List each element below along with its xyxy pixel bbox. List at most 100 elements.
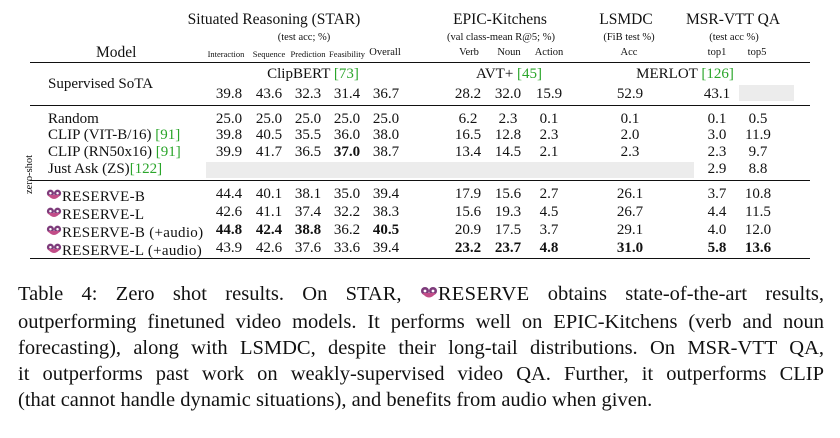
reserve-value-cell: 3.7 — [539, 222, 559, 238]
reserve-value-cell: 15.6 — [454, 204, 482, 220]
metric-lsmdc: (FiB test %) — [603, 32, 655, 43]
reserve-value-cell: 38.3 — [372, 204, 400, 220]
bottom-rule — [30, 258, 810, 259]
reserve-value-cell: 43.9 — [215, 240, 243, 256]
reserve-model-name: RESERVE-B — [46, 187, 145, 207]
baseline-value-cell: 25.0 — [215, 111, 243, 127]
sota-epic-source: AVT+ [45] — [475, 66, 543, 82]
model-header: Model — [96, 44, 137, 61]
reserve-value-cell: 4.0 — [707, 222, 727, 238]
reserve-logo-icon — [46, 205, 62, 225]
baseline-value-cell: 39.9 — [215, 144, 243, 160]
reserve-value-cell: 19.3 — [494, 204, 522, 220]
baseline-value-cell: 38.7 — [372, 144, 400, 160]
sota-top5-empty-cell — [739, 85, 794, 101]
caption-line-5: (that cannot handle dynamic situations),… — [18, 389, 653, 411]
reserve-value-cell: 23.7 — [494, 240, 522, 256]
baseline-value-cell: 16.5 — [454, 127, 482, 143]
reserve-value-cell: 4.4 — [707, 204, 727, 220]
reserve-value-cell: 39.4 — [372, 186, 400, 202]
baseline-value-cell: 40.5 — [255, 127, 283, 143]
baseline-value-cell: 25.0 — [255, 111, 283, 127]
baseline-name: CLIP (RN50x16) [91] — [48, 144, 181, 160]
reserve-value-cell: 42.6 — [255, 240, 283, 256]
baseline-value-cell: 41.7 — [255, 144, 283, 160]
col-action: Action — [534, 47, 564, 58]
reserve-value-cell: 29.1 — [616, 222, 644, 238]
reserve-value-cell: 40.5 — [372, 222, 400, 238]
sota-value-cell: 15.9 — [535, 86, 563, 102]
zero-shot-label: zero-shot — [24, 154, 35, 194]
baseline-value-cell: 0.1 — [707, 111, 727, 127]
col-top1: top1 — [707, 47, 727, 58]
just-ask-empty-cells — [206, 162, 694, 178]
metric-star: (test acc; %) — [277, 32, 331, 43]
reserve-value-cell: 38.1 — [294, 186, 322, 202]
reserve-value-cell: 33.6 — [333, 240, 361, 256]
reserve-value-cell: 23.2 — [454, 240, 482, 256]
baseline-value-cell: 39.8 — [215, 127, 243, 143]
reserve-value-cell: 38.8 — [294, 222, 322, 238]
baseline-value-cell: 25.0 — [333, 111, 361, 127]
baseline-value-cell: 8.8 — [748, 161, 768, 177]
reserve-value-cell: 37.6 — [294, 240, 322, 256]
sota-rule — [30, 105, 810, 106]
baseline-value-cell: 0.1 — [539, 111, 559, 127]
reserve-value-cell: 10.8 — [744, 186, 772, 202]
caption-line-1: Table 4: Zero shot results. On STAR, RES… — [18, 281, 824, 309]
header-msrvtt: MSR-VTT QA — [685, 11, 781, 28]
header-rule — [30, 62, 810, 63]
baseline-value-cell: 35.5 — [294, 127, 322, 143]
sota-star-source: ClipBERT [73] — [267, 66, 359, 82]
baseline-value-cell: 14.5 — [494, 144, 522, 160]
col-sequence: Sequence — [252, 49, 286, 59]
reserve-value-cell: 4.5 — [539, 204, 559, 220]
header-star: Situated Reasoning (STAR) — [187, 11, 361, 28]
reserve-value-cell: 26.1 — [616, 186, 644, 202]
sota-value-cell: 36.7 — [372, 86, 400, 102]
col-overall: Overall — [369, 47, 401, 58]
baseline-value-cell: 2.0 — [620, 127, 640, 143]
reserve-value-cell: 41.1 — [255, 204, 283, 220]
sota-value-cell: 43.1 — [703, 86, 731, 102]
reserve-value-cell: 17.5 — [494, 222, 522, 238]
header-epic: EPIC-Kitchens — [453, 11, 547, 28]
baseline-value-cell: 9.7 — [748, 144, 768, 160]
sota-lsmdc-msr-source: MERLOT [126] — [636, 66, 734, 82]
sota-value-cell: 32.3 — [294, 86, 322, 102]
header-lsmdc: LSMDC — [599, 11, 653, 28]
baseline-value-cell: 2.3 — [539, 127, 559, 143]
reserve-value-cell: 42.4 — [255, 222, 283, 238]
reserve-value-cell: 35.0 — [333, 186, 361, 202]
reserve-value-cell: 36.2 — [333, 222, 361, 238]
baseline-name: Random — [48, 111, 99, 127]
col-acc: Acc — [620, 47, 638, 58]
baseline-value-cell: 25.0 — [372, 111, 400, 127]
reserve-value-cell: 20.9 — [454, 222, 482, 238]
baseline-value-cell: 12.8 — [494, 127, 522, 143]
baseline-value-cell: 36.5 — [294, 144, 322, 160]
col-feasibility: Feasibility — [329, 49, 365, 59]
reserve-value-cell: 4.8 — [539, 240, 559, 256]
sota-value-cell: 52.9 — [616, 86, 644, 102]
baseline-name: CLIP (VIT-B/16) [91] — [48, 127, 181, 143]
baseline-value-cell: 2.1 — [539, 144, 559, 160]
reserve-logo-icon — [46, 223, 62, 243]
caption-line-3: forecasting), along with LSMDC, despite … — [18, 337, 824, 359]
metric-epic: (val class-mean R@5; %) — [447, 32, 555, 43]
sota-value-cell: 32.0 — [494, 86, 522, 102]
reserve-model-name: RESERVE-L — [46, 205, 144, 225]
reserve-value-cell: 39.4 — [372, 240, 400, 256]
reserve-value-cell: 5.8 — [707, 240, 727, 256]
baseline-name: Just Ask (ZS)[122] — [48, 161, 163, 177]
baseline-value-cell: 3.0 — [707, 127, 727, 143]
table-caption: Table 4: Zero shot results. On STAR, RES… — [18, 281, 824, 413]
sota-value-cell: 28.2 — [454, 86, 482, 102]
baseline-value-cell: 36.0 — [333, 127, 361, 143]
reserve-logo-icon — [420, 283, 438, 309]
sota-value-cell: 39.8 — [215, 86, 243, 102]
baseline-value-cell: 37.0 — [333, 144, 361, 160]
reserve-value-cell: 42.6 — [215, 204, 243, 220]
reserve-model-name: RESERVE-B (+audio) — [46, 223, 203, 243]
reserve-model-name: RESERVE-L (+audio) — [46, 241, 202, 261]
